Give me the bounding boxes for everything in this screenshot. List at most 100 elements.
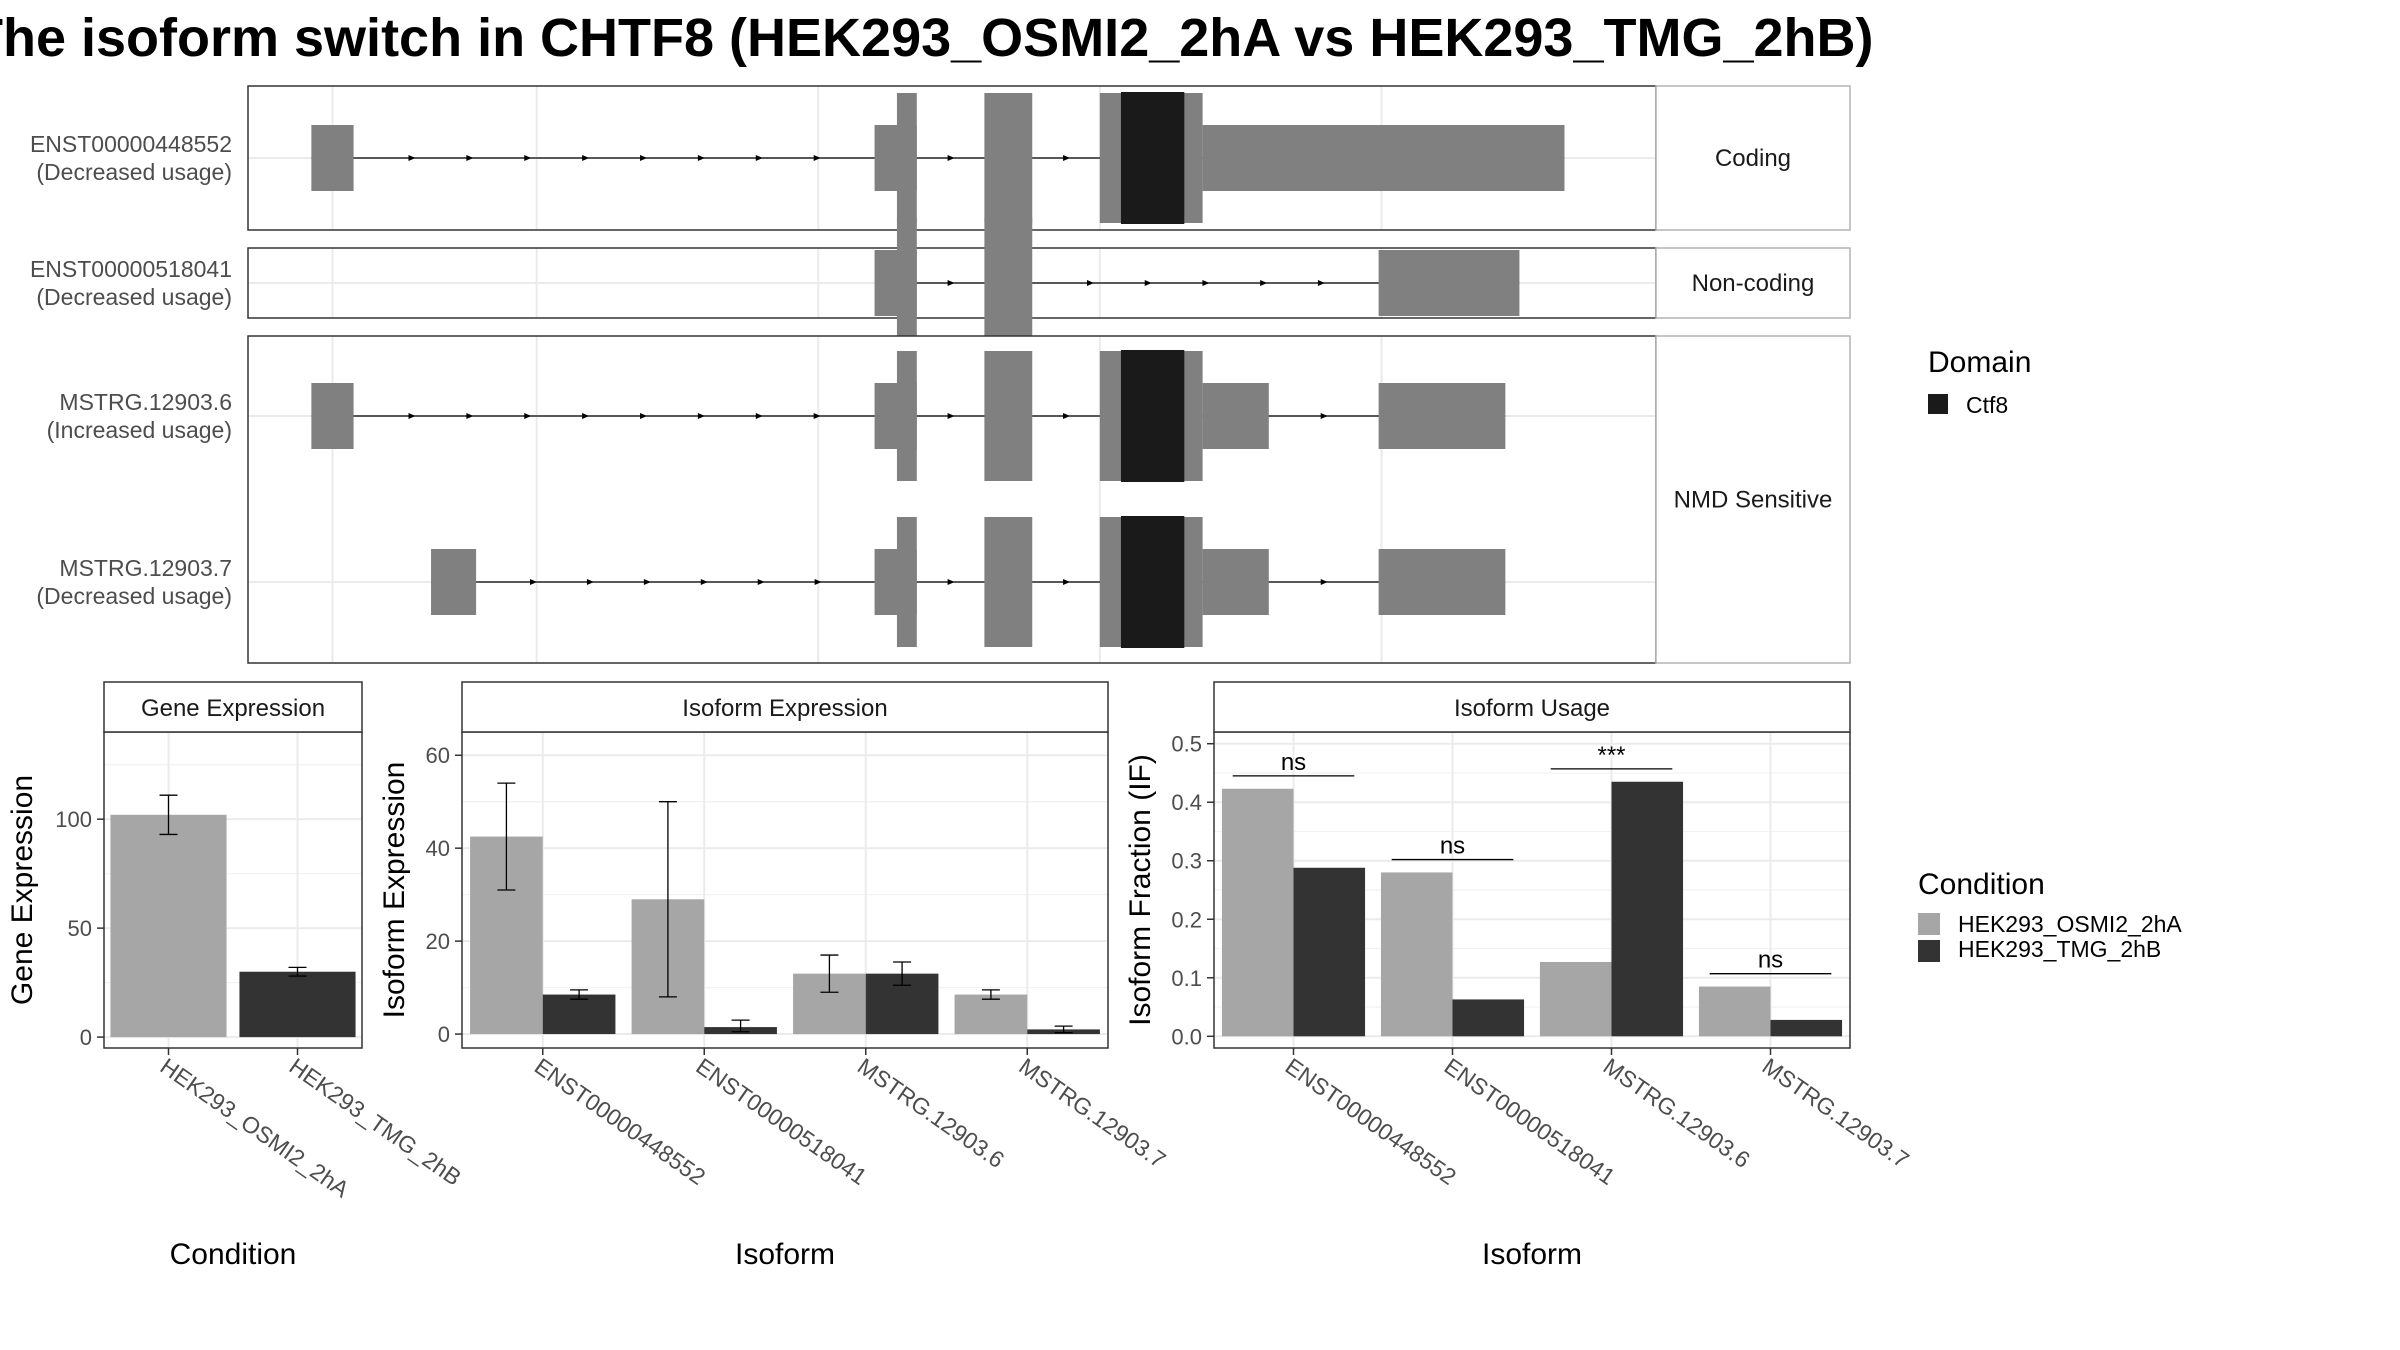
x-tick-label: ENST00000448552 — [530, 1053, 710, 1190]
x-axis-title: Isoform — [735, 1238, 835, 1271]
panel-title: Isoform Expression — [682, 695, 887, 722]
exon — [1378, 549, 1506, 615]
intron-arrow — [755, 413, 763, 419]
y-tick-label: 0 — [438, 1022, 450, 1047]
intron-arrow — [1063, 155, 1071, 161]
intron-arrow — [755, 155, 763, 161]
y-tick-label: 0.0 — [1171, 1024, 1202, 1049]
x-tick-label: MSTRG.12903.7 — [1014, 1053, 1170, 1173]
bar — [1698, 986, 1771, 1037]
y-tick-label: 0 — [80, 1025, 92, 1050]
exon-coding-part — [896, 218, 917, 348]
intron-arrow — [757, 579, 765, 585]
bar — [1539, 961, 1612, 1037]
structure-strip-label: NMD Sensitive — [1674, 487, 1833, 514]
panel-strip — [1213, 681, 1851, 733]
x-tick-label: ENST00000448552 — [1281, 1053, 1461, 1190]
y-tick-label: 60 — [426, 743, 450, 768]
intron-arrow — [1144, 280, 1152, 286]
condition-legend-label-b: HEK293_TMG_2hB — [1958, 936, 2161, 962]
intron-arrow — [947, 155, 955, 161]
intron-arrow — [582, 155, 590, 161]
intron-arrow — [1320, 413, 1328, 419]
domain-ctf8 — [1120, 350, 1185, 482]
isoform-id-label: MSTRG.12903.7 — [59, 555, 232, 581]
intron-arrow — [813, 155, 821, 161]
x-axis-title: Condition — [170, 1238, 297, 1271]
figure-title: The isoform switch in CHTF8 (HEK293_OSMI… — [0, 8, 1873, 68]
bar — [1221, 788, 1294, 1037]
exon — [1378, 250, 1520, 316]
intron-arrow — [582, 413, 590, 419]
significance-label: ns — [1440, 833, 1465, 860]
intron-arrow — [697, 155, 705, 161]
isoform-usage-label: (Decreased usage) — [36, 583, 232, 609]
intron-arrow — [586, 579, 594, 585]
isoform-id-label: ENST00000448552 — [30, 131, 232, 157]
exon — [1202, 549, 1269, 615]
intron-arrow — [1063, 413, 1071, 419]
condition-legend: Condition HEK293_OSMI2_2hA HEK293_TMG_2h… — [1918, 868, 2182, 962]
significance-label: ns — [1281, 749, 1306, 776]
condition-legend-swatch-b — [1918, 940, 1940, 962]
domain-legend: Domain Ctf8 — [1928, 346, 2031, 418]
isoform-usage-panel: ns ns *** ns Isoform Usage 0.0 0.1 0.2 0.3 0.4 0.5… — [1124, 681, 1914, 1271]
bar — [239, 971, 356, 1038]
exon — [984, 218, 1033, 348]
exon — [1202, 125, 1565, 191]
intron-arrow — [1063, 579, 1071, 585]
intron-arrow — [1320, 579, 1328, 585]
isoform-usage-label: (Decreased usage) — [36, 284, 232, 310]
exon — [984, 351, 1033, 481]
intron-arrow — [947, 579, 955, 585]
intron-arrow — [697, 413, 705, 419]
structure-strip-label: Non-coding — [1692, 270, 1815, 297]
domain-ctf8 — [1120, 516, 1185, 648]
condition-legend-swatch-a — [1918, 913, 1940, 935]
bar — [542, 994, 616, 1035]
y-tick-label: 0.5 — [1171, 732, 1202, 757]
exon — [984, 517, 1033, 647]
y-tick-label: 0.3 — [1171, 849, 1202, 874]
exon — [431, 549, 477, 615]
isoform-usage-label: (Increased usage) — [47, 417, 232, 443]
intron-arrow — [643, 579, 651, 585]
exon — [1099, 517, 1124, 647]
exon — [1378, 383, 1506, 449]
y-axis-title: Gene Expression — [6, 775, 39, 1005]
y-tick-label: 50 — [68, 916, 92, 941]
x-tick-label: ENST00000518041 — [1440, 1053, 1620, 1190]
intron-arrow — [1317, 280, 1325, 286]
intron-arrow — [1086, 280, 1094, 286]
panel-strip — [461, 681, 1109, 733]
significance-label: ns — [1758, 947, 1783, 974]
x-axis-title: Isoform — [1482, 1238, 1582, 1271]
isoform-usage-label: (Decreased usage) — [36, 159, 232, 185]
x-tick-label: ENST00000518041 — [691, 1053, 871, 1190]
intron-arrow — [640, 413, 648, 419]
intron-arrow — [947, 413, 955, 419]
panel-strip — [103, 681, 363, 733]
exon — [984, 93, 1033, 223]
intron-arrow — [1202, 280, 1210, 286]
domain-ctf8 — [1120, 92, 1185, 224]
isoform-id-label: ENST00000518041 — [30, 256, 232, 282]
y-axis-title: Isoform Fraction (IF) — [1124, 754, 1157, 1026]
panel-title: Gene Expression — [141, 695, 325, 722]
bar — [1611, 781, 1684, 1037]
intron-arrow — [408, 155, 416, 161]
intron-arrow — [813, 413, 821, 419]
domain-legend-swatch — [1928, 394, 1948, 414]
intron-arrow — [947, 280, 955, 286]
intron-arrow — [466, 155, 474, 161]
bar — [954, 994, 1028, 1035]
y-tick-label: 20 — [426, 929, 450, 954]
exon — [1099, 351, 1124, 481]
intron-arrow — [530, 579, 538, 585]
exon — [1099, 93, 1124, 223]
structure-strip — [1655, 247, 1851, 319]
gene-expression-panel: Gene Expression050100HEK293_OSMI2_2hAHEK… — [6, 681, 466, 1271]
structure-strip — [1655, 85, 1851, 231]
